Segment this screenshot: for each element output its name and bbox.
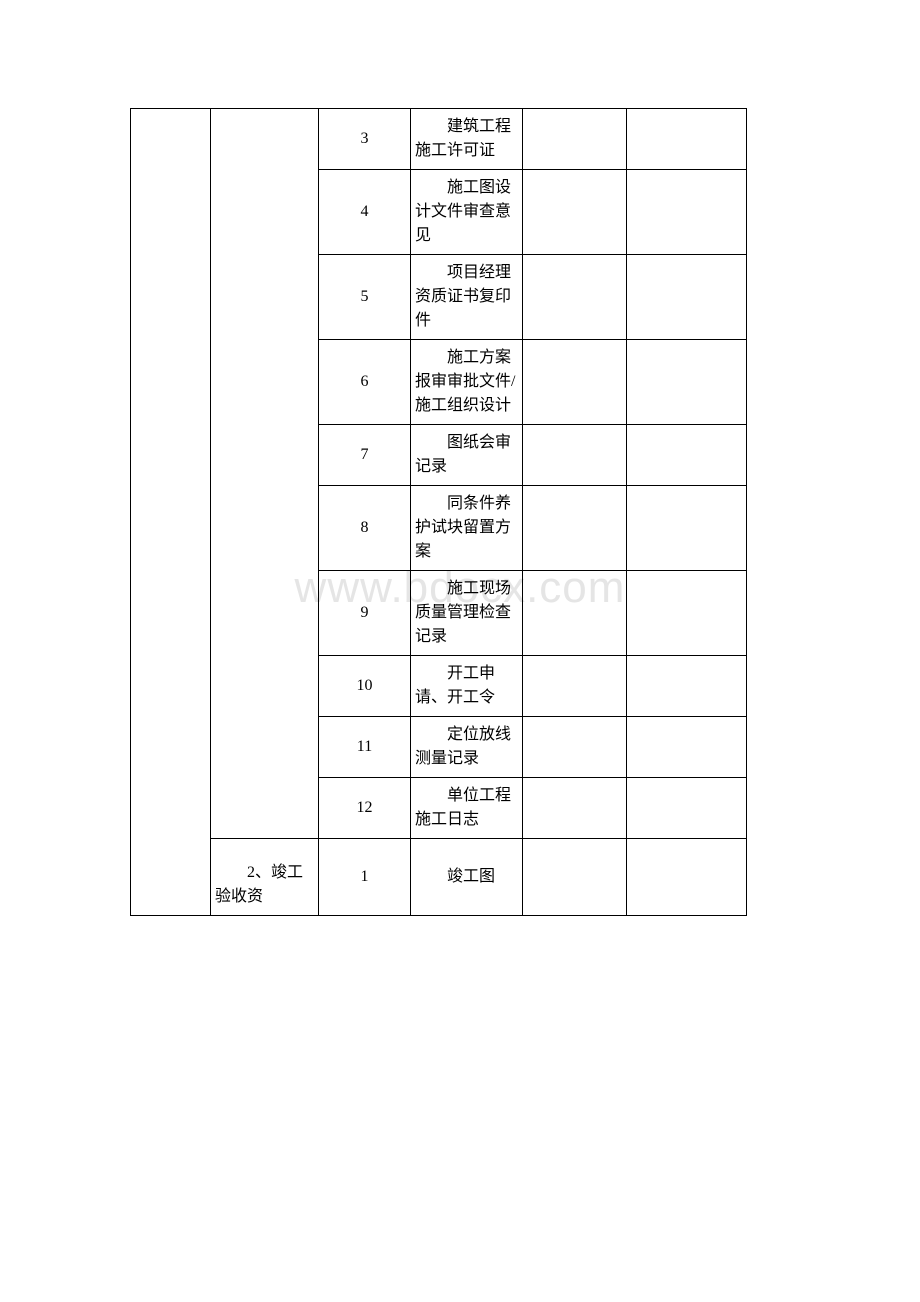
cell-empty [627, 170, 747, 255]
table-container: 3 建筑工程施工许可证 4 施工图设计文件审查意见 5 项目经理资质证书复印件 … [130, 108, 790, 916]
cell-empty [523, 340, 627, 425]
cell-num: 7 [319, 425, 411, 486]
desc-text: 施工现场质量管理检查记录 [415, 577, 518, 649]
cell-empty [627, 340, 747, 425]
desc-text: 开工申请、开工令 [415, 662, 518, 710]
cell-section2-label: 2、竣工验收资 [211, 839, 319, 916]
cell-desc: 单位工程施工日志 [411, 778, 523, 839]
cell-desc: 施工现场质量管理检查记录 [411, 571, 523, 656]
cell-empty [523, 170, 627, 255]
cell-empty [523, 778, 627, 839]
cell-num: 1 [319, 839, 411, 916]
cell-empty [627, 778, 747, 839]
cell-empty [523, 571, 627, 656]
cell-empty [627, 839, 747, 916]
cell-empty [523, 656, 627, 717]
cell-num: 10 [319, 656, 411, 717]
cell-num: 9 [319, 571, 411, 656]
cell-desc: 图纸会审记录 [411, 425, 523, 486]
desc-text: 竣工图 [415, 865, 518, 889]
cell-num: 8 [319, 486, 411, 571]
desc-text: 单位工程施工日志 [415, 784, 518, 832]
document-table: 3 建筑工程施工许可证 4 施工图设计文件审查意见 5 项目经理资质证书复印件 … [130, 108, 747, 916]
cell-group-a [131, 109, 211, 916]
cell-empty [523, 109, 627, 170]
cell-num: 6 [319, 340, 411, 425]
cell-empty [523, 425, 627, 486]
cell-desc: 竣工图 [411, 839, 523, 916]
cell-desc: 建筑工程施工许可证 [411, 109, 523, 170]
cell-num: 5 [319, 255, 411, 340]
cell-empty [627, 571, 747, 656]
cell-num: 3 [319, 109, 411, 170]
desc-text: 项目经理资质证书复印件 [415, 261, 518, 333]
cell-empty [627, 717, 747, 778]
cell-num: 4 [319, 170, 411, 255]
cell-empty [627, 425, 747, 486]
table-row: 2、竣工验收资 1 竣工图 [131, 839, 747, 916]
cell-desc: 施工方案报审审批文件/施工组织设计 [411, 340, 523, 425]
cell-desc: 开工申请、开工令 [411, 656, 523, 717]
cell-empty [523, 839, 627, 916]
cell-empty [627, 486, 747, 571]
cell-empty [523, 486, 627, 571]
page: www.bdocx.com 3 建筑工程施工许可证 4 施工图设计文件审查意见 [0, 0, 920, 1302]
cell-desc: 同条件养护试块留置方案 [411, 486, 523, 571]
desc-text: 施工方案报审审批文件/施工组织设计 [415, 346, 518, 418]
cell-num: 11 [319, 717, 411, 778]
cell-num: 12 [319, 778, 411, 839]
cell-empty [627, 109, 747, 170]
cell-empty [523, 717, 627, 778]
cell-group-b [211, 109, 319, 839]
desc-text: 同条件养护试块留置方案 [415, 492, 518, 564]
desc-text: 施工图设计文件审查意见 [415, 176, 518, 248]
cell-empty [627, 656, 747, 717]
cell-desc: 项目经理资质证书复印件 [411, 255, 523, 340]
table-row: 3 建筑工程施工许可证 [131, 109, 747, 170]
desc-text: 建筑工程施工许可证 [415, 115, 518, 163]
cell-desc: 定位放线测量记录 [411, 717, 523, 778]
desc-text: 定位放线测量记录 [415, 723, 518, 771]
cell-desc: 施工图设计文件审查意见 [411, 170, 523, 255]
cell-empty [627, 255, 747, 340]
cell-empty [523, 255, 627, 340]
desc-text: 图纸会审记录 [415, 431, 518, 479]
